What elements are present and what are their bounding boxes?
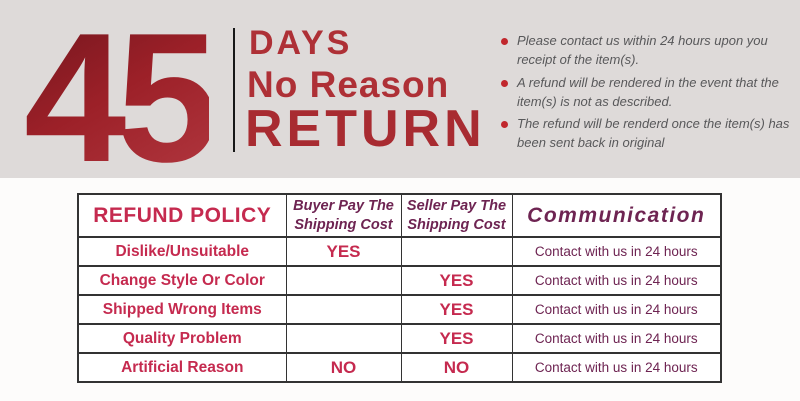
no-reason-label: No Reason	[247, 64, 450, 105]
vertical-divider	[233, 28, 235, 152]
communication-header: Communication	[511, 193, 722, 238]
policy-note-item: A refund will be rendered in the event t…	[500, 74, 798, 112]
policy-name-cell: Dislike/Unsuitable	[77, 236, 287, 267]
buyer-value-cell: NO	[285, 352, 402, 383]
policy-notes-list: Please contact us within 24 hours upon y…	[500, 32, 798, 157]
days-number: 45	[24, 0, 219, 200]
table-row: Dislike/Unsuitable YES Contact with us i…	[77, 236, 722, 267]
seller-value-cell: YES	[400, 323, 513, 354]
buyer-value-cell	[285, 265, 402, 296]
seller-cost-header: Seller Pay The Shipping Cost	[400, 193, 513, 238]
days-label: DAYS	[249, 24, 353, 62]
seller-value-cell: YES	[400, 294, 513, 325]
seller-value-cell: NO	[400, 352, 513, 383]
buyer-value-cell	[285, 323, 402, 354]
policy-note-item: Please contact us within 24 hours upon y…	[500, 32, 798, 70]
buyer-value-cell: YES	[285, 236, 402, 267]
refund-policy-table: REFUND POLICY Buyer Pay The Shipping Cos…	[77, 193, 722, 383]
communication-cell: Contact with us in 24 hours	[511, 265, 722, 296]
buyer-cost-header: Buyer Pay The Shipping Cost	[285, 193, 402, 238]
table-row: Shipped Wrong Items YES Contact with us …	[77, 294, 722, 325]
communication-cell: Contact with us in 24 hours	[511, 236, 722, 267]
return-label: RETURN	[245, 100, 486, 158]
refund-policy-header: REFUND POLICY	[77, 193, 287, 238]
communication-cell: Contact with us in 24 hours	[511, 352, 722, 383]
table-row: Artificial Reason NO NO Contact with us …	[77, 352, 722, 383]
communication-cell: Contact with us in 24 hours	[511, 294, 722, 325]
communication-cell: Contact with us in 24 hours	[511, 323, 722, 354]
table-header-row: REFUND POLICY Buyer Pay The Shipping Cos…	[77, 193, 722, 238]
policy-name-cell: Quality Problem	[77, 323, 287, 354]
table-row: Quality Problem YES Contact with us in 2…	[77, 323, 722, 354]
policy-note-item: The refund will be renderd once the item…	[500, 115, 798, 153]
seller-value-cell: YES	[400, 265, 513, 296]
buyer-value-cell	[285, 294, 402, 325]
policy-name-cell: Shipped Wrong Items	[77, 294, 287, 325]
policy-name-cell: Change Style Or Color	[77, 265, 287, 296]
return-policy-banner: 45 DAYS No Reason RETURN Please contact …	[0, 0, 800, 189]
table-row: Change Style Or Color YES Contact with u…	[77, 265, 722, 296]
policy-name-cell: Artificial Reason	[77, 352, 287, 383]
seller-value-cell	[400, 236, 513, 267]
